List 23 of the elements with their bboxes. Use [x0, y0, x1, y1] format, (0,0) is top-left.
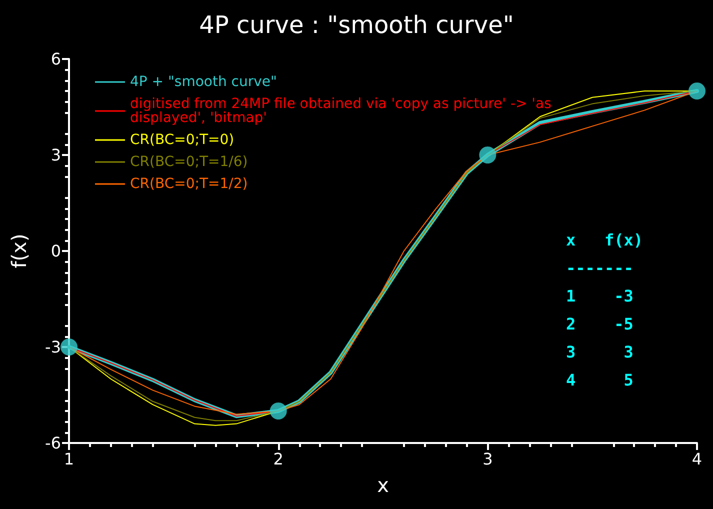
y-tick-label: 3 [50, 146, 61, 164]
legend-label: CR(BC=0;T=1/6) [130, 154, 248, 170]
x-tick-label: 1 [64, 450, 74, 468]
annotation: 2 -5 [566, 314, 634, 334]
y-tick-label: -6 [45, 434, 61, 452]
y-tick-label: 0 [50, 242, 61, 260]
x-tick-label: 4 [692, 450, 702, 468]
legend-label: CR(BC=0;T=0) [130, 132, 234, 148]
annotation: x f(x) [566, 230, 644, 250]
y-tick-label: 6 [50, 50, 61, 68]
annotation: 4 5 [566, 370, 634, 390]
x-tick-label: 3 [482, 450, 493, 468]
chart-title: 4P curve : "smooth curve" [199, 11, 514, 39]
x-axis-title: x [377, 473, 390, 497]
annotation: ------- [566, 258, 634, 278]
legend-label: 4P + "smooth curve" [130, 74, 277, 90]
legend-label: CR(BC=0;T=1/2) [130, 176, 248, 192]
x-tick-label: 2 [273, 450, 284, 468]
y-axis-title: f(x) [7, 234, 31, 268]
y-tick-label: -3 [45, 338, 61, 356]
legend-label: digitised from 24MP file obtained via 'copy as picture' -> 'as displayed', 'bitmap' [130, 96, 556, 126]
annotation: 1 -3 [566, 286, 634, 306]
annotation: 3 3 [566, 342, 634, 362]
